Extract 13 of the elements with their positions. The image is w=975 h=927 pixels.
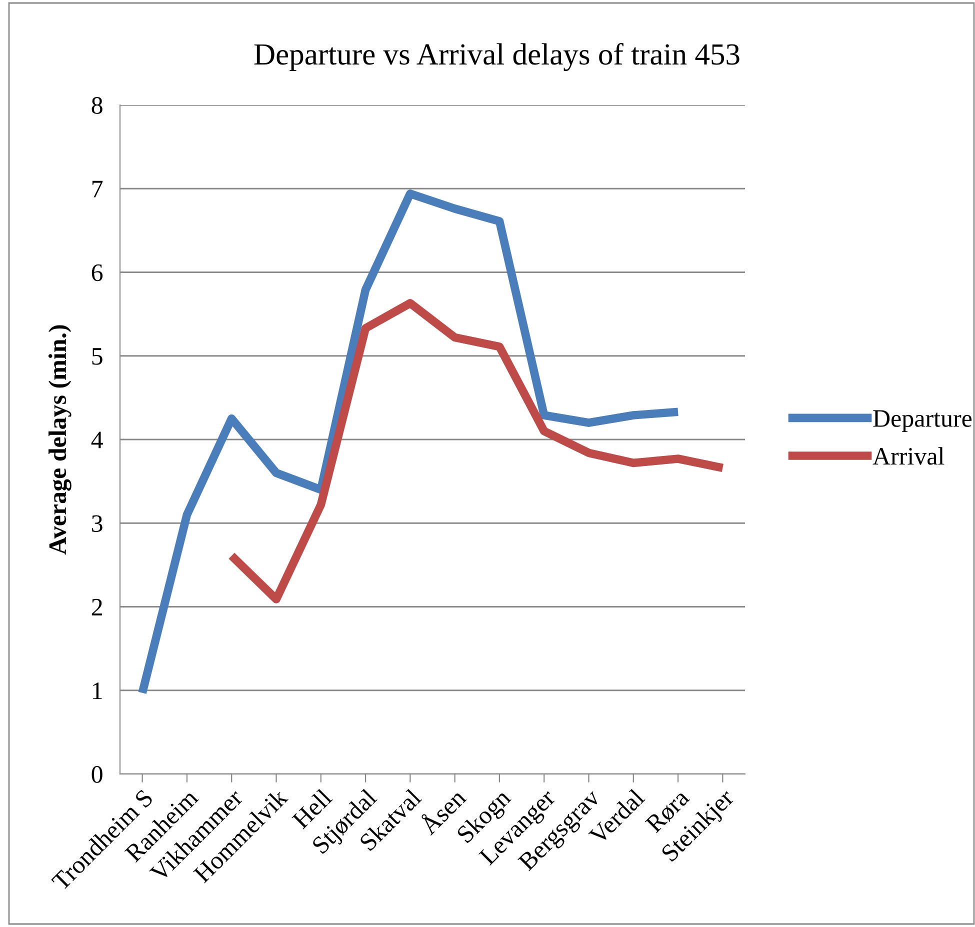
y-tick-label: 7 bbox=[92, 180, 103, 198]
y-tick-label: 2 bbox=[92, 598, 102, 616]
y-tick-label: 4 bbox=[91, 432, 103, 448]
y-axis-title: Average delays (min.) bbox=[48, 325, 72, 555]
legend-label: Departure bbox=[873, 410, 972, 432]
y-tick-label: 6 bbox=[92, 264, 103, 282]
legend-label: Arrival bbox=[872, 447, 944, 465]
y-tick-label: 8 bbox=[92, 97, 102, 114]
chart-title: Departure vs Arrival delays of train 453 bbox=[254, 42, 740, 72]
y-tick-label: 0 bbox=[92, 766, 102, 783]
y-tick-label: 1 bbox=[93, 682, 102, 700]
y-tick-label: 3 bbox=[92, 515, 102, 532]
y-tick-label: 5 bbox=[92, 348, 102, 365]
